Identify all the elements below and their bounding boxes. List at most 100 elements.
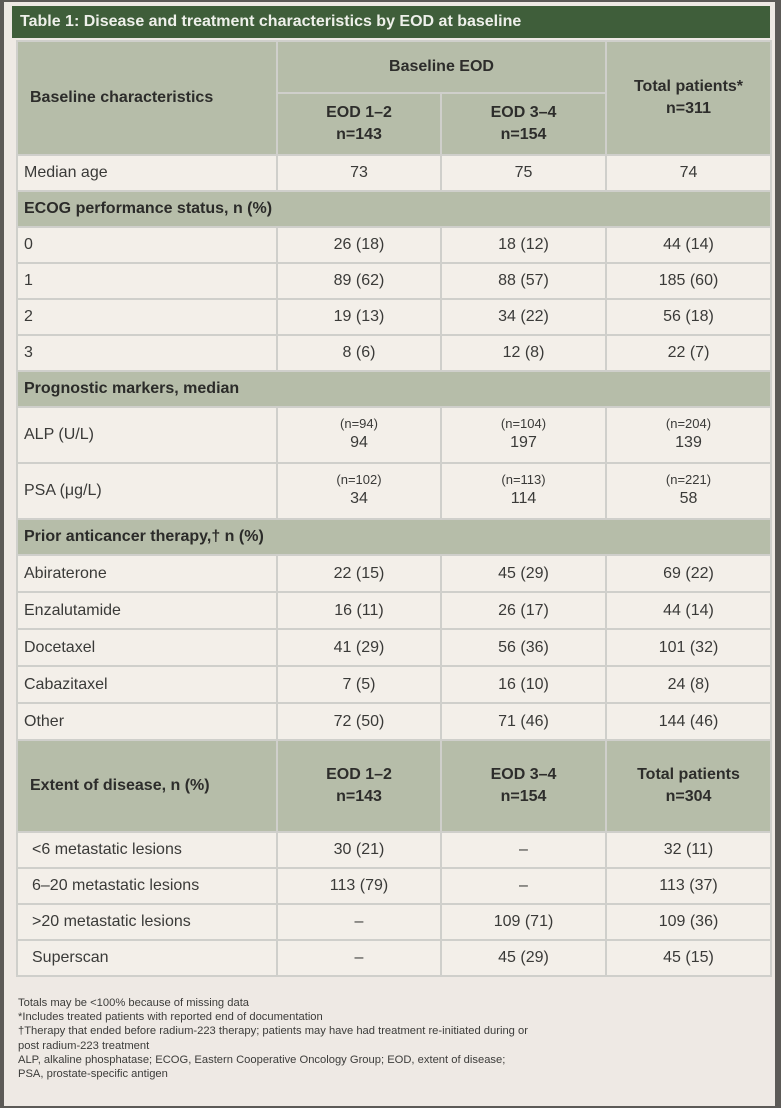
table-row: Docetaxel 41 (29) 56 (36) 101 (32) [16, 628, 772, 667]
table-row: Superscan – 45 (29) 45 (15) [16, 939, 772, 977]
cell-eod12: 7 (5) [276, 665, 442, 704]
header-extent-total: Total patients n=304 [605, 739, 772, 833]
table-row: 1 89 (62) 88 (57) 185 (60) [16, 262, 772, 300]
cell-total: 22 (7) [605, 334, 772, 372]
header-extent-total-label: Total patients [637, 766, 740, 783]
footnote: *Includes treated patients with reported… [18, 1011, 323, 1024]
cell-eod34: 88 (57) [440, 262, 607, 300]
cell-eod12: – [276, 903, 442, 941]
cell-total: 113 (37) [605, 867, 772, 905]
cell-eod34: 26 (17) [440, 591, 607, 630]
cell-value: 94 [350, 434, 368, 451]
footnote: †Therapy that ended before radium-223 th… [18, 1025, 528, 1038]
header-total-patients: Total patients* n=311 [605, 40, 772, 156]
cell-n: (n=221) [665, 472, 712, 487]
footnote: post radium-223 treatment [18, 1039, 150, 1052]
section-heading-prognostic: Prognostic markers, median [16, 370, 772, 408]
cell-eod12: 22 (15) [276, 554, 442, 593]
cell-eod34: 109 (71) [440, 903, 607, 941]
cell-eod12: 73 [276, 154, 442, 192]
cell-eod12: 72 (50) [276, 702, 442, 741]
header-extent-total-n: n=304 [665, 788, 712, 805]
row-label: 1 [16, 262, 278, 300]
row-label-median-age: Median age [16, 154, 278, 192]
cell-total: 32 (11) [605, 831, 772, 869]
cell-total: (n=204) 139 [605, 406, 772, 464]
row-label: Cabazitaxel [16, 665, 278, 704]
cell-eod34: 16 (10) [440, 665, 607, 704]
row-label: 2 [16, 298, 278, 336]
row-label: Superscan [16, 939, 278, 977]
footnote: ALP, alkaline phosphatase; ECOG, Eastern… [18, 1053, 506, 1066]
row-label: Abiraterone [16, 554, 278, 593]
header-extent-eod12: EOD 1–2 n=143 [276, 739, 442, 833]
cell-value: 114 [510, 490, 537, 507]
cell-total: 74 [605, 154, 772, 192]
cell-total: 144 (46) [605, 702, 772, 741]
row-label: >20 metastatic lesions [16, 903, 278, 941]
row-label: 6–20 metastatic lesions [16, 867, 278, 905]
cell-eod34: 34 (22) [440, 298, 607, 336]
cell-eod12: 41 (29) [276, 628, 442, 667]
cell-total: 109 (36) [605, 903, 772, 941]
row-label: Docetaxel [16, 628, 278, 667]
header-extent-eod34-label: EOD 3–4 [490, 766, 557, 783]
table-row: >20 metastatic lesions – 109 (71) 109 (3… [16, 903, 772, 941]
row-label-alp: ALP (U/L) [16, 406, 278, 464]
footnotes: Totals may be <100% because of missing d… [18, 996, 770, 1081]
header-extent-of-disease: Extent of disease, n (%) [16, 739, 278, 833]
header-baseline-characteristics: Baseline characteristics [16, 40, 278, 156]
table-row: Median age 73 75 74 [16, 154, 772, 192]
row-label: Other [16, 702, 278, 741]
cell-eod12: – [276, 939, 442, 977]
cell-n: (n=204) [665, 416, 712, 431]
header-extent-eod34-n: n=154 [500, 788, 547, 805]
cell-n: (n=113) [501, 472, 546, 487]
section-heading-prior-therapy: Prior anticancer therapy,† n (%) [16, 518, 772, 556]
table-row: <6 metastatic lesions 30 (21) – 32 (11) [16, 831, 772, 869]
header-extent-eod12-n: n=143 [336, 788, 382, 805]
table-row: PSA (μg/L) (n=102) 34 (n=113) 114 (n=221) 5… [16, 462, 772, 520]
cell-eod12: (n=102) 34 [276, 462, 442, 520]
table-row: Cabazitaxel 7 (5) 16 (10) 24 (8) [16, 665, 772, 704]
table-row: ALP (U/L) (n=94) 94 (n=104) 197 (n=204) 139 [16, 406, 772, 464]
table-row: 6–20 metastatic lesions 113 (79) – 113 (… [16, 867, 772, 905]
cell-eod34: 71 (46) [440, 702, 607, 741]
cell-n: (n=94) [340, 416, 378, 431]
cell-eod34: (n=113) 114 [440, 462, 607, 520]
cell-eod12: 89 (62) [276, 262, 442, 300]
cell-total: 185 (60) [605, 262, 772, 300]
cell-eod34: – [440, 867, 607, 905]
cell-eod12: 30 (21) [276, 831, 442, 869]
cell-total: 101 (32) [605, 628, 772, 667]
cell-eod34: 75 [440, 154, 607, 192]
header-total-n: n=311 [666, 100, 711, 117]
cell-total: 69 (22) [605, 554, 772, 593]
table-row: 3 8 (6) 12 (8) 22 (7) [16, 334, 772, 372]
row-label: 3 [16, 334, 278, 372]
section-heading-ecog: ECOG performance status, n (%) [16, 190, 772, 228]
cell-eod34: – [440, 831, 607, 869]
cell-eod12: 16 (11) [276, 591, 442, 630]
cell-eod34: (n=104) 197 [440, 406, 607, 464]
cell-value: 197 [510, 434, 537, 451]
table-row: Other 72 (50) 71 (46) 144 (46) [16, 702, 772, 741]
cell-total: 56 (18) [605, 298, 772, 336]
cell-total: (n=221) 58 [605, 462, 772, 520]
cell-value: 58 [679, 490, 698, 507]
header-baseline-eod: Baseline EOD [276, 40, 607, 94]
cell-eod34: 45 (29) [440, 554, 607, 593]
row-label: 0 [16, 226, 278, 264]
cell-total: 44 (14) [605, 591, 772, 630]
row-label: <6 metastatic lesions [16, 831, 278, 869]
cell-eod12: 8 (6) [276, 334, 442, 372]
header-eod34-label: EOD 3–4 [490, 104, 557, 121]
cell-value: 34 [350, 490, 368, 507]
cell-n: (n=102) [336, 472, 382, 487]
cell-eod12: (n=94) 94 [276, 406, 442, 464]
header-eod12-n: n=143 [336, 126, 382, 143]
row-label: Enzalutamide [16, 591, 278, 630]
table-row: Abiraterone 22 (15) 45 (29) 69 (22) [16, 554, 772, 593]
characteristics-table: Baseline characteristics Baseline EOD To… [16, 40, 772, 977]
header-eod34-n: n=154 [500, 126, 547, 143]
